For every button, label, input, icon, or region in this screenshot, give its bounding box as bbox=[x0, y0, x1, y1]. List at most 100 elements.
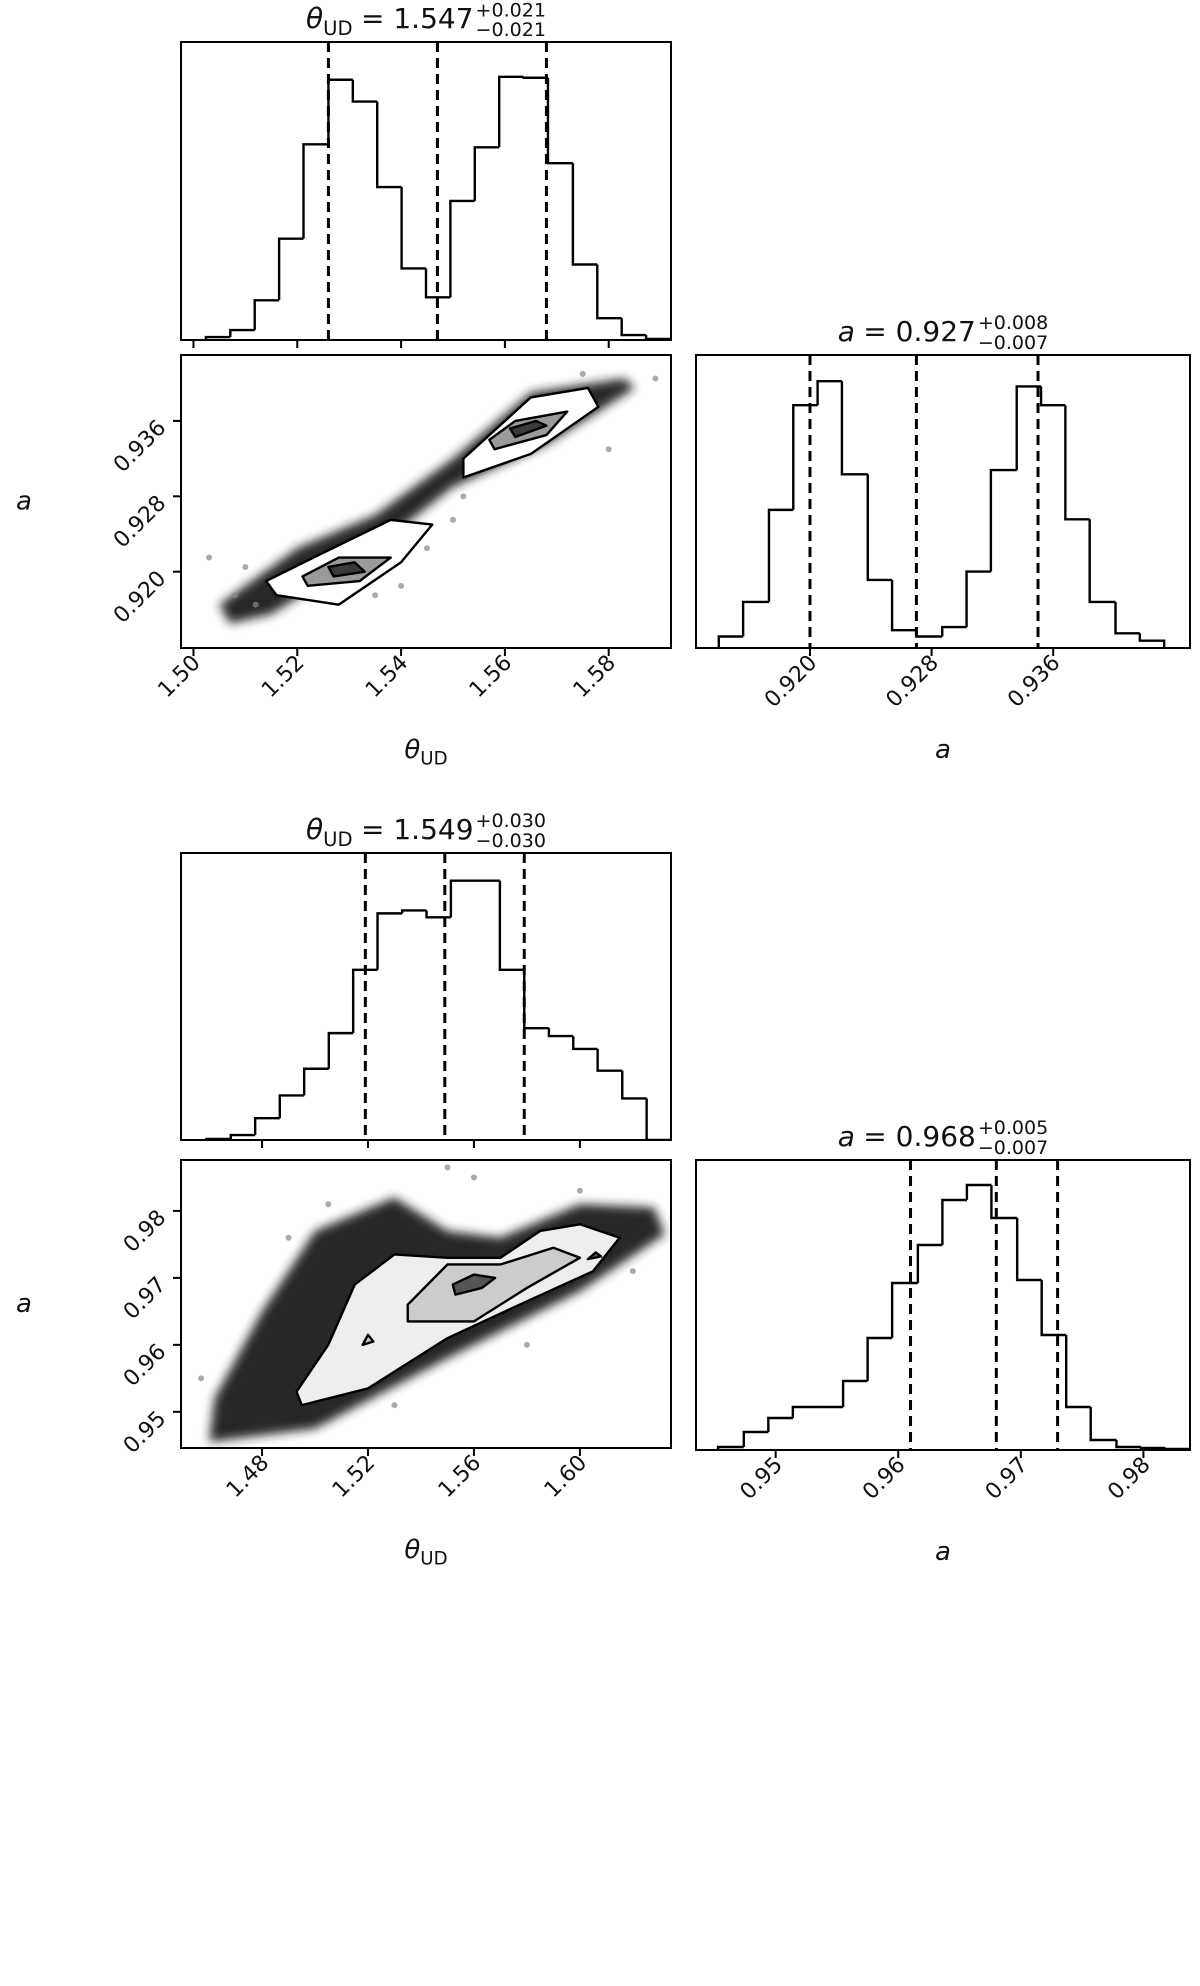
hist-step bbox=[229, 328, 255, 338]
x-tick-label: 1.50 bbox=[153, 651, 205, 703]
hist-step bbox=[840, 381, 868, 476]
contour-level bbox=[451, 1273, 497, 1296]
x-tick-label: 1.52 bbox=[257, 651, 309, 703]
plot-area bbox=[204, 42, 671, 340]
x-axis-label: a bbox=[935, 735, 951, 765]
x-tick-label: 1.54 bbox=[361, 651, 413, 703]
y-tick-label: 0.98 bbox=[119, 1205, 171, 1257]
hist-step bbox=[425, 910, 451, 919]
sample-point bbox=[206, 554, 213, 561]
panel-title-text: = 1.549 bbox=[361, 813, 474, 846]
hist-step bbox=[523, 969, 549, 1030]
hist-step bbox=[571, 163, 598, 266]
plot-area bbox=[205, 853, 671, 1140]
y-axis-label-symbol: a bbox=[16, 487, 32, 517]
hist-step bbox=[400, 909, 427, 914]
x-axis-label-text: a bbox=[935, 1537, 951, 1567]
hist-step bbox=[302, 1067, 329, 1096]
hist-step bbox=[449, 879, 476, 918]
x-tick-label: 0.936 bbox=[1003, 651, 1065, 713]
x-tick-label: 1.52 bbox=[328, 1451, 380, 1503]
x-axis-label-symbol: a bbox=[935, 1537, 951, 1567]
x-axis-label-symbol: θ bbox=[404, 735, 420, 765]
hist-step bbox=[965, 1183, 992, 1200]
sample-point bbox=[252, 601, 259, 608]
hist-step bbox=[990, 1185, 1018, 1220]
sample-point bbox=[629, 1268, 636, 1275]
sample-point bbox=[470, 1174, 477, 1181]
contour-level bbox=[586, 1251, 603, 1261]
hist-step bbox=[253, 1117, 280, 1136]
panel-title-text: = 0.927 bbox=[863, 315, 976, 348]
plot-area bbox=[716, 1160, 1190, 1450]
panel-title-text: θUD = 1.549 bbox=[306, 813, 474, 851]
hist-step bbox=[620, 318, 647, 337]
hist-step bbox=[497, 75, 524, 148]
y-axis-label-text: a bbox=[16, 1289, 32, 1319]
hist-step bbox=[742, 1430, 769, 1447]
y-tick-label: 0.920 bbox=[109, 566, 171, 628]
panel-title-text: θUD = 1.547 bbox=[306, 2, 474, 40]
hist-step bbox=[376, 101, 402, 189]
panel-title: a = 0.927 +0.008−0.007 bbox=[838, 312, 1049, 354]
sample-point bbox=[231, 592, 238, 599]
sample-point bbox=[605, 446, 612, 453]
hist-step bbox=[767, 1416, 793, 1432]
contour-level bbox=[508, 419, 548, 439]
hist-step bbox=[1064, 405, 1090, 521]
panel-title-subscript: UD bbox=[323, 828, 352, 851]
panel-title: θUD = 1.547 +0.021−0.021 bbox=[306, 0, 546, 41]
x-tick-label: 0.96 bbox=[858, 1453, 910, 1505]
hist-step bbox=[1015, 1218, 1042, 1282]
panel-title-lower: −0.007 bbox=[978, 332, 1048, 354]
panel-title-text: = 0.968 bbox=[863, 1120, 976, 1153]
hist-step bbox=[989, 468, 1017, 572]
sample-point bbox=[579, 370, 586, 377]
sample-point bbox=[398, 582, 405, 589]
hist-step bbox=[547, 1028, 574, 1038]
sample-point bbox=[460, 493, 467, 500]
x-tick-label: 0.97 bbox=[981, 1453, 1033, 1505]
x-tick-label: 0.928 bbox=[882, 651, 944, 713]
hist-step bbox=[791, 1405, 819, 1418]
hist-step bbox=[1089, 1407, 1117, 1442]
sample-point bbox=[285, 1234, 292, 1241]
y-tick-label: 0.928 bbox=[109, 491, 171, 553]
hist-step bbox=[572, 1036, 598, 1051]
hist-step bbox=[229, 1133, 256, 1140]
hist-step bbox=[717, 635, 744, 648]
hist-step bbox=[1039, 386, 1066, 407]
panel-title: a = 0.968 +0.005−0.007 bbox=[838, 1117, 1049, 1159]
x-tick-label: 1.60 bbox=[540, 1451, 592, 1503]
panel-title-upper: +0.005 bbox=[978, 1117, 1048, 1139]
plot-area bbox=[198, 1164, 671, 1442]
panel-title-lower: −0.030 bbox=[476, 830, 546, 852]
panel-title-text: = 1.547 bbox=[361, 2, 474, 35]
hist-step bbox=[916, 1243, 943, 1283]
x-axis-label-symbol: a bbox=[935, 735, 951, 765]
contour-level bbox=[327, 561, 366, 578]
sample-point bbox=[523, 1341, 530, 1348]
hist-step bbox=[351, 968, 378, 1034]
x-axis-label-subscript: UD bbox=[420, 1549, 447, 1570]
hist-step bbox=[376, 912, 403, 970]
panel-title-upper: +0.021 bbox=[476, 0, 546, 21]
panel-title-lower: −0.021 bbox=[476, 19, 546, 41]
hist-step bbox=[1114, 601, 1140, 635]
hist-step bbox=[1088, 519, 1116, 604]
hist-step bbox=[327, 1031, 354, 1069]
hist-step bbox=[866, 1336, 893, 1381]
axes-frame bbox=[180, 354, 672, 649]
axes-frame bbox=[180, 852, 672, 1141]
plot-area bbox=[717, 355, 1166, 648]
y-axis-label: a bbox=[16, 1289, 32, 1319]
y-tick-label: 0.95 bbox=[119, 1406, 171, 1458]
sample-point bbox=[198, 1375, 205, 1382]
hist-step bbox=[890, 1281, 918, 1338]
x-axis-label: θUD bbox=[404, 735, 447, 770]
panel-title-upper: +0.008 bbox=[978, 312, 1048, 334]
x-tick-label: 1.56 bbox=[465, 651, 517, 703]
hist-step bbox=[1138, 633, 1166, 648]
